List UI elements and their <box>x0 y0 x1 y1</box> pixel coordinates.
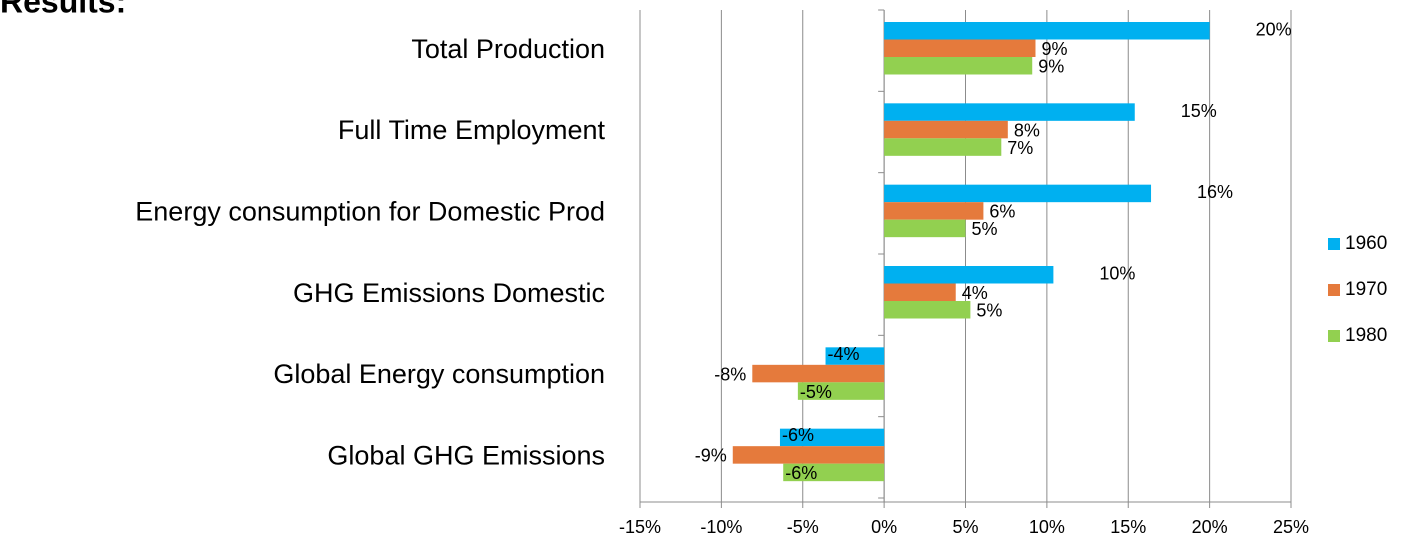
bar <box>783 463 885 482</box>
legend-label: 1980 <box>1345 325 1387 346</box>
data-label: 8% <box>1014 120 1040 140</box>
bar <box>884 39 1036 57</box>
bar <box>884 103 1135 121</box>
data-label: 16% <box>1197 182 1233 202</box>
data-label: 10% <box>1099 264 1135 284</box>
x-tick-label: 0% <box>871 517 897 537</box>
chart-title: Results: <box>0 0 126 19</box>
bar <box>884 202 984 220</box>
x-tick-label: 10% <box>1029 517 1065 537</box>
data-label: -5% <box>800 382 832 402</box>
data-label: 20% <box>1256 20 1292 40</box>
y-tick-label: Full Time Employment <box>338 115 606 145</box>
bar <box>884 57 1033 75</box>
bar <box>884 266 1054 284</box>
x-tick-label: -5% <box>787 517 819 537</box>
bar <box>884 184 1152 203</box>
x-tick-label: 25% <box>1273 517 1309 537</box>
y-tick-label: GHG Emissions Domestic <box>293 278 605 308</box>
legend-swatch <box>1328 284 1340 296</box>
bar <box>884 283 956 301</box>
bar <box>732 446 885 464</box>
y-tick-label: Global Energy consumption <box>273 359 605 389</box>
bar <box>797 382 885 400</box>
x-tick-label: 20% <box>1192 517 1228 537</box>
data-label: -6% <box>785 463 817 483</box>
bar <box>884 138 1002 156</box>
bar <box>884 120 1008 139</box>
data-label: -8% <box>714 364 746 384</box>
data-label: -6% <box>782 425 814 445</box>
data-label: 5% <box>976 301 1002 321</box>
legend-swatch <box>1328 330 1340 342</box>
data-label: 9% <box>1041 39 1067 59</box>
data-label: 6% <box>989 202 1015 222</box>
y-tick-label: Total Production <box>411 34 605 64</box>
y-tick-label: Global GHG Emissions <box>327 440 605 470</box>
data-label: -4% <box>828 344 860 364</box>
data-label: -9% <box>695 446 727 466</box>
legend-label: 1960 <box>1345 233 1387 254</box>
bar <box>825 347 885 365</box>
data-label: 15% <box>1181 101 1217 121</box>
bar <box>884 22 1210 40</box>
bar <box>779 428 885 447</box>
legend-label: 1970 <box>1345 279 1387 300</box>
x-tick-label: -10% <box>700 517 742 537</box>
data-label: 5% <box>972 219 998 239</box>
data-label: 9% <box>1038 57 1064 77</box>
x-tick-label: 15% <box>1110 517 1146 537</box>
legend-swatch <box>1328 238 1340 250</box>
bar <box>884 219 966 238</box>
bar <box>884 301 971 319</box>
y-tick-label: Energy consumption for Domestic Prod <box>135 196 605 226</box>
data-label: 4% <box>962 283 988 303</box>
data-label: 7% <box>1007 138 1033 158</box>
bar <box>752 364 885 383</box>
x-tick-label: -15% <box>619 517 661 537</box>
x-tick-label: 5% <box>952 517 978 537</box>
